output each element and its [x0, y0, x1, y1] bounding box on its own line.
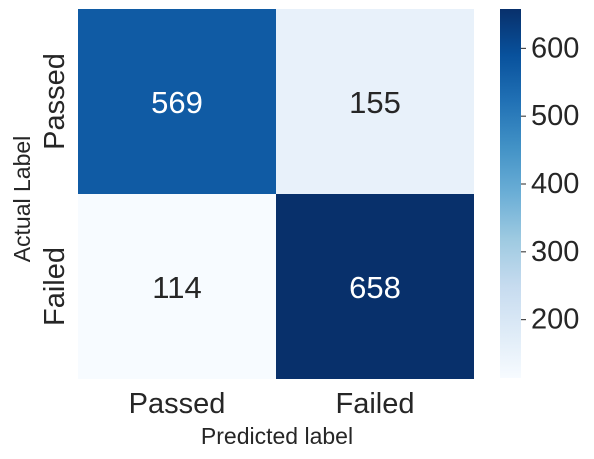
heatmap-cells: 569 155 114 658 [78, 9, 474, 379]
y-tick-label: Passed [39, 53, 71, 150]
heatmap-cell [276, 9, 474, 194]
cell-value-label: 155 [349, 85, 401, 120]
y-tick-label: Failed [39, 247, 71, 326]
cell-value-label: 114 [152, 270, 201, 305]
colorbar [500, 9, 521, 378]
heatmap-cell [78, 9, 276, 194]
x-tick-label: Failed [336, 388, 415, 420]
cell-value-label: 569 [151, 85, 203, 120]
colorbar-tick-label: 500 [531, 100, 579, 132]
colorbar-ticks: 200 300 400 500 600 [521, 32, 579, 336]
cell-value-label: 658 [349, 270, 401, 305]
colorbar-tick-label: 600 [531, 32, 579, 64]
colorbar-tick-label: 300 [531, 236, 579, 268]
heatmap-cell [78, 194, 276, 379]
x-tick-labels: Passed Failed [129, 388, 415, 420]
x-axis-label: Predicted label [201, 423, 353, 449]
x-tick-label: Passed [129, 388, 226, 420]
colorbar-tick-label: 200 [531, 304, 579, 336]
y-tick-labels: Passed Failed [39, 53, 71, 326]
colorbar-tick-label: 400 [531, 168, 579, 200]
heatmap-cell [276, 194, 474, 379]
y-axis-label: Actual Label [9, 136, 35, 263]
